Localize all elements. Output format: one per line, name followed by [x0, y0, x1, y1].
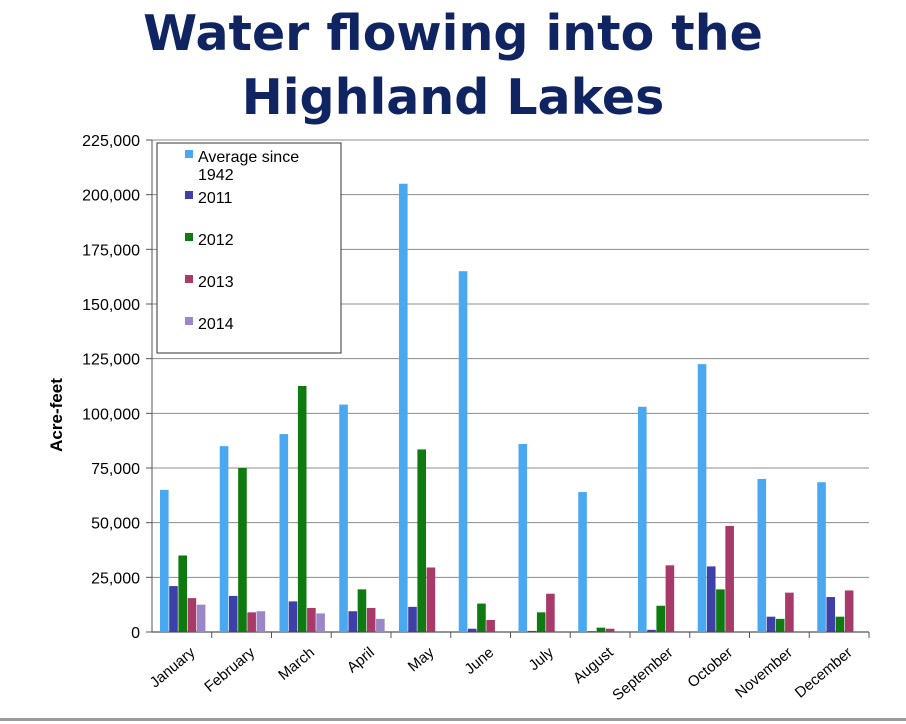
legend-label: 2014: [198, 316, 234, 333]
bar: [785, 592, 794, 632]
legend-swatch: [185, 275, 193, 283]
bar: [339, 404, 348, 632]
bar: [536, 612, 546, 632]
y-tick-label: 225,000: [82, 133, 140, 150]
legend-label: 2012: [198, 232, 234, 249]
bar: [160, 489, 169, 632]
y-axis-label: Acre-feet: [47, 378, 66, 452]
bar: [757, 478, 767, 632]
x-tick-label: October: [684, 644, 736, 691]
bar: [826, 597, 836, 632]
bar: [518, 443, 528, 632]
bar: [376, 618, 385, 632]
bar: [546, 593, 555, 632]
x-tick-label: April: [344, 644, 378, 676]
bar: [417, 449, 426, 632]
bar: [596, 627, 606, 632]
bar: [578, 492, 587, 632]
bar: [178, 555, 187, 632]
x-tick-label: March: [275, 644, 318, 684]
bar: [697, 364, 707, 632]
legend-label: 2011: [198, 190, 233, 207]
bar: [256, 611, 266, 632]
bar: [297, 386, 307, 632]
bar: [775, 618, 785, 632]
legend-label: Average since: [198, 149, 299, 166]
bar: [725, 525, 734, 632]
bar: [638, 406, 647, 632]
chart-title-line-1: Water flowing into the: [143, 5, 763, 62]
y-tick-label: 50,000: [91, 516, 140, 533]
bar: [366, 607, 376, 632]
bar: [656, 605, 665, 632]
bar: [426, 567, 436, 632]
y-tick-label: 100,000: [82, 406, 140, 423]
bar: [357, 589, 367, 632]
bar: [647, 629, 656, 632]
x-tick-label: August: [570, 644, 617, 688]
bar: [467, 628, 477, 632]
bar: [399, 183, 408, 632]
bar: [844, 590, 854, 632]
legend-label: 2013: [198, 274, 234, 291]
legend-swatch: [185, 191, 193, 199]
bar: [219, 446, 229, 632]
bottom-divider: [0, 718, 906, 721]
bar: [477, 603, 486, 632]
bar: [238, 468, 247, 632]
legend-swatch: [185, 150, 193, 158]
y-tick-label: 150,000: [82, 297, 140, 314]
legend-box: [156, 142, 342, 354]
y-tick-label: 125,000: [82, 352, 140, 369]
bar: [316, 613, 325, 632]
x-tick-label: January: [147, 644, 199, 692]
bar: [486, 619, 495, 632]
legend-label: 1942: [198, 167, 234, 184]
x-tick-label: November: [732, 644, 796, 702]
bar: [187, 598, 197, 632]
bar: [348, 611, 358, 632]
bar: [587, 631, 597, 632]
x-tick-label: July: [526, 644, 558, 674]
bar: [307, 607, 316, 632]
bar: [766, 616, 776, 632]
bar: [716, 589, 725, 632]
bar: [247, 612, 256, 632]
bar: [665, 565, 675, 632]
bar: [196, 604, 206, 632]
y-tick-label: 75,000: [91, 461, 140, 478]
bar: [605, 628, 615, 632]
x-tick-label: December: [792, 644, 856, 702]
bar: [228, 595, 238, 632]
bar: [817, 482, 826, 632]
x-tick-labels: January February March April May June July Augu…: [147, 644, 856, 705]
chart-title: Water flowing into the Highland Lakes: [0, 2, 906, 130]
x-tick-label: September: [609, 644, 676, 704]
legend-swatch: [185, 233, 193, 241]
chart-title-line-2: Highland Lakes: [241, 69, 665, 126]
bars: [160, 183, 854, 632]
bar: [288, 601, 298, 632]
x-tick-label: May: [405, 644, 438, 676]
y-tick-label: 175,000: [82, 242, 140, 259]
x-tick-label: February: [201, 644, 258, 696]
bar: [458, 271, 468, 632]
axes: [146, 139, 870, 638]
bar: [835, 616, 845, 632]
y-tick-labels: 0 25,000 50,000 75,000 100,000 125,000 150,000…: [82, 133, 140, 642]
bar: [169, 586, 178, 632]
x-tick-label: June: [461, 644, 497, 678]
bar: [279, 434, 289, 632]
y-tick-label: 0: [131, 625, 140, 642]
bar: [408, 606, 417, 632]
legend-swatch: [185, 317, 193, 325]
bar: [527, 630, 537, 632]
y-tick-label: 25,000: [91, 570, 140, 587]
bar: [706, 566, 716, 632]
y-tick-label: 200,000: [82, 188, 140, 205]
